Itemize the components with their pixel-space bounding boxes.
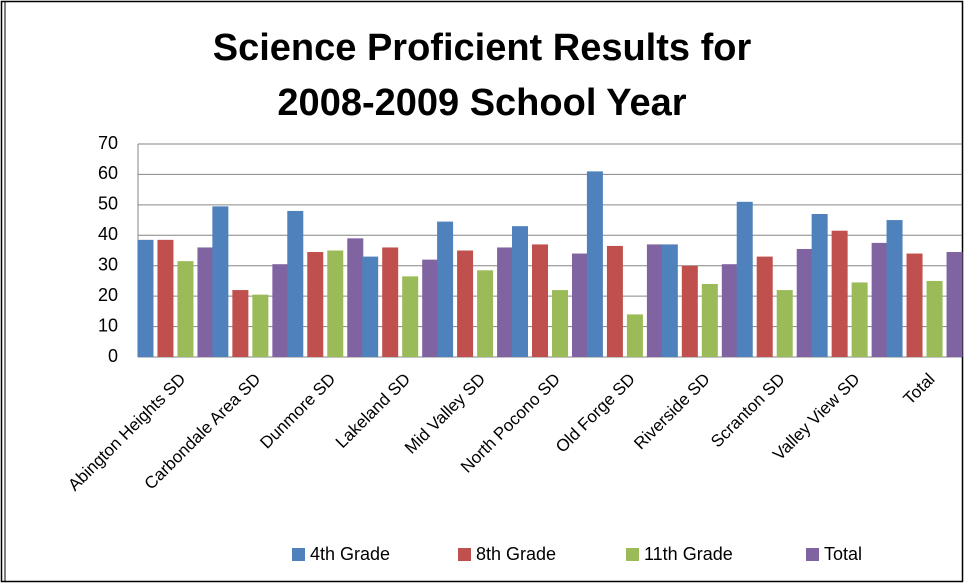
bar xyxy=(681,265,698,357)
bar xyxy=(437,221,454,357)
bar xyxy=(177,261,194,357)
bar xyxy=(586,171,603,357)
y-tick-label: 50 xyxy=(98,194,118,214)
legend-label: Total xyxy=(824,544,862,564)
bar xyxy=(572,253,588,357)
bar xyxy=(157,239,174,357)
bar xyxy=(721,264,738,357)
bar xyxy=(232,290,249,357)
y-tick-label: 60 xyxy=(98,163,118,183)
legend-label: 11th Grade xyxy=(644,544,733,564)
bar xyxy=(701,283,718,357)
bar xyxy=(851,282,868,357)
bar xyxy=(137,239,154,357)
legend-swatch xyxy=(458,548,471,561)
bar xyxy=(906,253,923,357)
legend-label: 4th Grade xyxy=(310,544,390,564)
y-tick-label: 0 xyxy=(108,346,118,366)
chart-title: 2008-2009 School Year xyxy=(277,82,686,124)
bar xyxy=(287,210,304,357)
bar xyxy=(402,276,419,357)
y-tick-label: 30 xyxy=(98,254,118,274)
bar xyxy=(512,226,528,357)
bar xyxy=(272,264,289,357)
bar xyxy=(796,248,813,357)
bar xyxy=(946,252,963,357)
bar xyxy=(532,244,548,357)
legend-swatch xyxy=(626,548,639,561)
bar xyxy=(362,256,379,357)
y-tick-label: 20 xyxy=(98,285,118,305)
bar xyxy=(661,244,678,357)
y-tick-label: 10 xyxy=(98,315,118,335)
bar xyxy=(422,259,439,357)
bar xyxy=(756,256,773,357)
y-tick-label: 40 xyxy=(98,224,118,244)
bar xyxy=(477,270,494,357)
bar xyxy=(606,245,623,357)
chart-title: Science Proficient Results for xyxy=(213,27,752,69)
bar xyxy=(736,201,753,357)
bar xyxy=(457,250,474,357)
bar xyxy=(197,247,214,357)
bar xyxy=(497,247,514,357)
legend-label: 8th Grade xyxy=(476,544,556,564)
bar xyxy=(871,242,888,357)
bar xyxy=(776,290,793,357)
bar xyxy=(552,290,568,357)
y-tick-label: 70 xyxy=(98,133,118,153)
bar xyxy=(347,238,364,357)
bar xyxy=(252,294,269,357)
bar xyxy=(327,250,344,357)
bar xyxy=(646,244,663,357)
bar xyxy=(212,206,229,357)
legend-swatch xyxy=(292,548,305,561)
bar xyxy=(926,280,943,357)
bar xyxy=(886,220,903,357)
bar xyxy=(831,230,848,357)
bar xyxy=(307,252,324,357)
bar xyxy=(382,247,399,357)
legend-swatch xyxy=(806,548,819,561)
bar xyxy=(626,314,643,357)
bar xyxy=(811,213,828,357)
